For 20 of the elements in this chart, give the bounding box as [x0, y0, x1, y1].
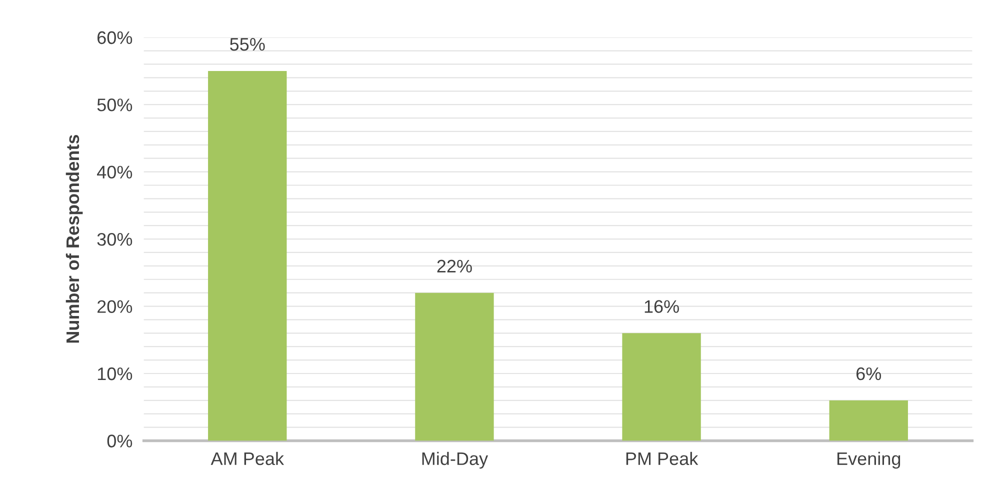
y-tick-label: 50%: [97, 98, 132, 112]
y-tick-label: 0%: [107, 434, 132, 448]
bar: [415, 292, 494, 441]
x-tick-label: PM Peak: [626, 452, 698, 466]
y-tick-label: 20%: [98, 300, 132, 313]
data-label: 6%: [856, 367, 882, 380]
data-label: 55%: [230, 38, 265, 51]
y-axis-title: Number of Respondents: [66, 134, 83, 343]
y-tick-label: 60%: [98, 31, 132, 44]
bar: [622, 333, 701, 441]
x-tick-label: Mid-Day: [422, 452, 488, 469]
bar: [208, 70, 287, 441]
bar: [829, 400, 908, 441]
data-label: 22%: [437, 260, 472, 273]
x-tick-label: AM Peak: [210, 452, 284, 466]
y-tick-label: 10%: [98, 367, 132, 380]
data-label: 16%: [644, 300, 679, 313]
y-tick-label: 30%: [97, 232, 132, 246]
x-tick-label: Evening: [837, 452, 900, 469]
y-tick-label: 40%: [97, 166, 132, 179]
